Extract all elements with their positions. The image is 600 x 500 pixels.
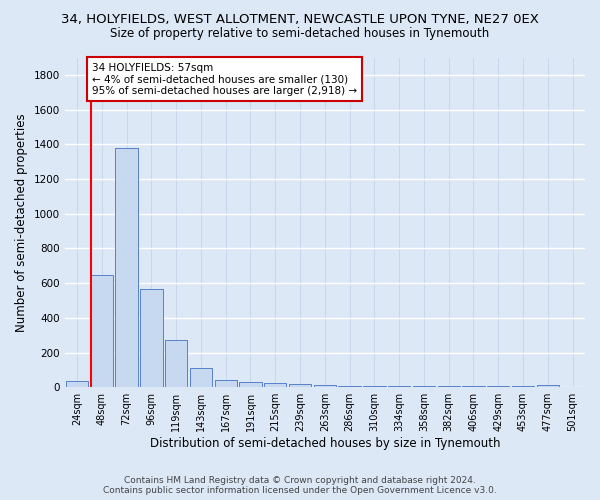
- Bar: [115, 148, 138, 387]
- Bar: [91, 276, 113, 387]
- Bar: [165, 340, 187, 387]
- Text: Contains HM Land Registry data © Crown copyright and database right 2024.
Contai: Contains HM Land Registry data © Crown c…: [103, 476, 497, 495]
- X-axis label: Distribution of semi-detached houses by size in Tynemouth: Distribution of semi-detached houses by …: [149, 437, 500, 450]
- Text: 34 HOLYFIELDS: 57sqm
← 4% of semi-detached houses are smaller (130)
95% of semi-: 34 HOLYFIELDS: 57sqm ← 4% of semi-detach…: [92, 62, 357, 96]
- Text: 34, HOLYFIELDS, WEST ALLOTMENT, NEWCASTLE UPON TYNE, NE27 0EX: 34, HOLYFIELDS, WEST ALLOTMENT, NEWCASTL…: [61, 12, 539, 26]
- Bar: [140, 289, 163, 387]
- Bar: [388, 386, 410, 387]
- Bar: [289, 384, 311, 387]
- Text: Size of property relative to semi-detached houses in Tynemouth: Size of property relative to semi-detach…: [110, 28, 490, 40]
- Bar: [536, 384, 559, 387]
- Bar: [437, 386, 460, 387]
- Bar: [512, 386, 534, 387]
- Bar: [215, 380, 237, 387]
- Bar: [66, 381, 88, 387]
- Bar: [239, 382, 262, 387]
- Bar: [338, 386, 361, 387]
- Bar: [314, 384, 336, 387]
- Bar: [363, 386, 386, 387]
- Bar: [264, 383, 286, 387]
- Bar: [413, 386, 435, 387]
- Bar: [463, 386, 485, 387]
- Bar: [190, 368, 212, 387]
- Bar: [487, 386, 509, 387]
- Y-axis label: Number of semi-detached properties: Number of semi-detached properties: [15, 113, 28, 332]
